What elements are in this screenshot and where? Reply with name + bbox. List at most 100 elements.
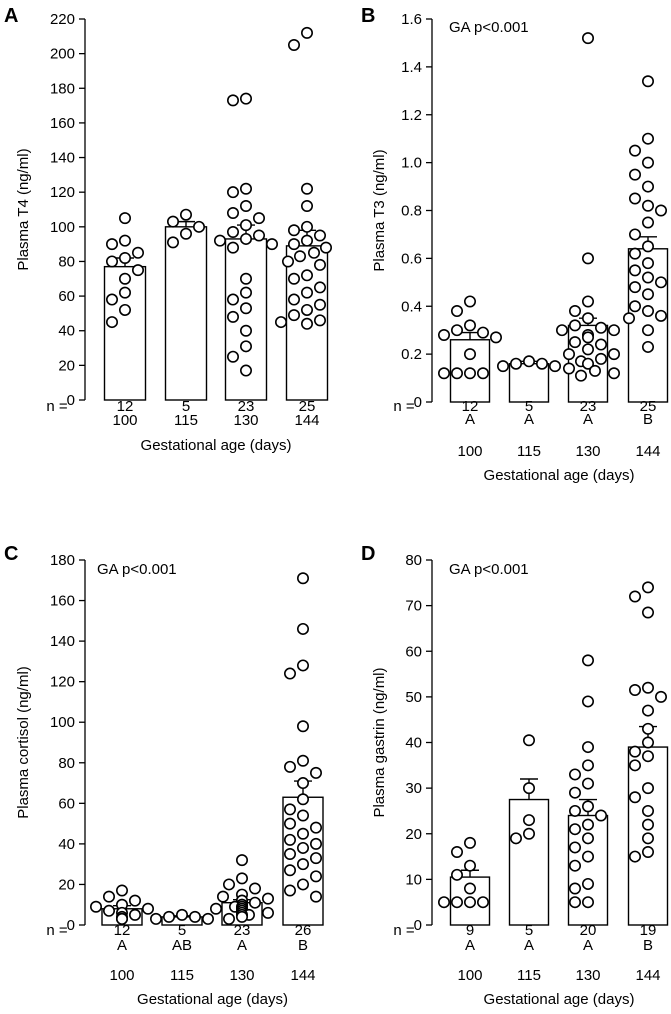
data-point [562,362,575,375]
data-point [568,823,581,836]
data-point [240,219,253,232]
data-point [119,286,132,299]
data-point [450,868,463,881]
data-point [180,227,193,240]
data-point [463,367,476,380]
data-point [281,255,294,268]
group-letter: A [465,411,475,428]
data-point [150,912,163,925]
data-point [641,324,654,337]
data-point [283,760,296,773]
data-point [287,238,300,251]
data-point [249,882,262,895]
data-point [641,750,654,763]
n-value: 12 [114,922,131,939]
data-point [193,220,206,233]
y-tick-label: 1.6 [401,11,422,28]
group-letter: A [117,937,127,954]
data-point [240,232,253,245]
data-point [227,350,240,363]
y-tick-label: 40 [405,735,422,752]
panel-letter: A [4,5,18,27]
data-point [240,272,253,285]
significance-annotation: GA p<0.001 [449,19,529,36]
data-point [581,818,594,831]
n-label: n = [393,398,415,415]
y-axis-title: Plasma T3 (ng/ml) [371,149,388,271]
y-tick-label: 180 [50,80,75,97]
data-point [581,295,594,308]
data-point [641,216,654,229]
data-point [261,906,274,919]
data-point [628,300,641,313]
n-value: 25 [299,398,316,415]
data-point [300,303,313,316]
y-tick-label: 140 [50,633,75,650]
data-point [240,200,253,213]
data-point [249,896,262,909]
data-point [296,659,309,672]
data-point [641,132,654,145]
data-point [588,364,601,377]
data-point [641,736,654,749]
data-point [210,902,223,915]
data-point [641,240,654,253]
data-point [261,892,274,905]
group-letter: A [583,937,593,954]
y-tick-label: 0 [67,392,75,409]
data-point [581,850,594,863]
y-tick-label: 0 [414,917,422,934]
data-point [654,204,667,217]
data-point [568,786,581,799]
data-point [641,845,654,858]
data-point [132,264,145,277]
panel-d: D 0 10 20 30 40 50 60 70 80 Plasma gastrin (ng/ml)… [361,543,669,1008]
data-point [509,357,522,370]
data-point [236,854,249,867]
y-tick-label: 180 [50,552,75,569]
data-point [581,877,594,890]
y-tick-label: 20 [58,876,75,893]
data-point [568,804,581,817]
y-tick-label: 0.6 [401,250,422,267]
group-letter: B [643,411,653,428]
data-point [594,352,607,365]
data-point [106,293,119,306]
data-point [283,864,296,877]
y-tick-label: 40 [58,323,75,340]
data-point [296,777,309,790]
data-point [641,606,654,619]
data-point [300,269,313,282]
data-point [189,910,202,923]
data-point [594,809,607,822]
data-point [628,264,641,277]
group-letter: A [237,937,247,954]
data-point [463,896,476,909]
y-tick-label: 60 [405,643,422,660]
data-point [641,704,654,717]
data-point [641,75,654,88]
data-point [476,896,489,909]
data-point [296,841,309,854]
y-axis-title: Plasma gastrin (ng/ml) [371,667,388,817]
data-point [568,336,581,349]
data-point [253,212,266,225]
data-point [581,832,594,845]
x-tick-label: 100 [112,412,137,429]
data-point [628,745,641,758]
data-point [437,367,450,380]
data-point [607,348,620,361]
data-point [628,791,641,804]
data-point [265,238,278,251]
data-point [568,768,581,781]
data-point [607,324,620,337]
data-point [236,910,249,923]
data-point [227,186,240,199]
data-point [607,367,620,380]
data-point [313,314,326,327]
group-letter: A [583,411,593,428]
y-tick-label: 0.8 [401,203,422,220]
data-point [628,590,641,603]
data-point [296,622,309,635]
x-tick-label: 115 [170,967,194,984]
